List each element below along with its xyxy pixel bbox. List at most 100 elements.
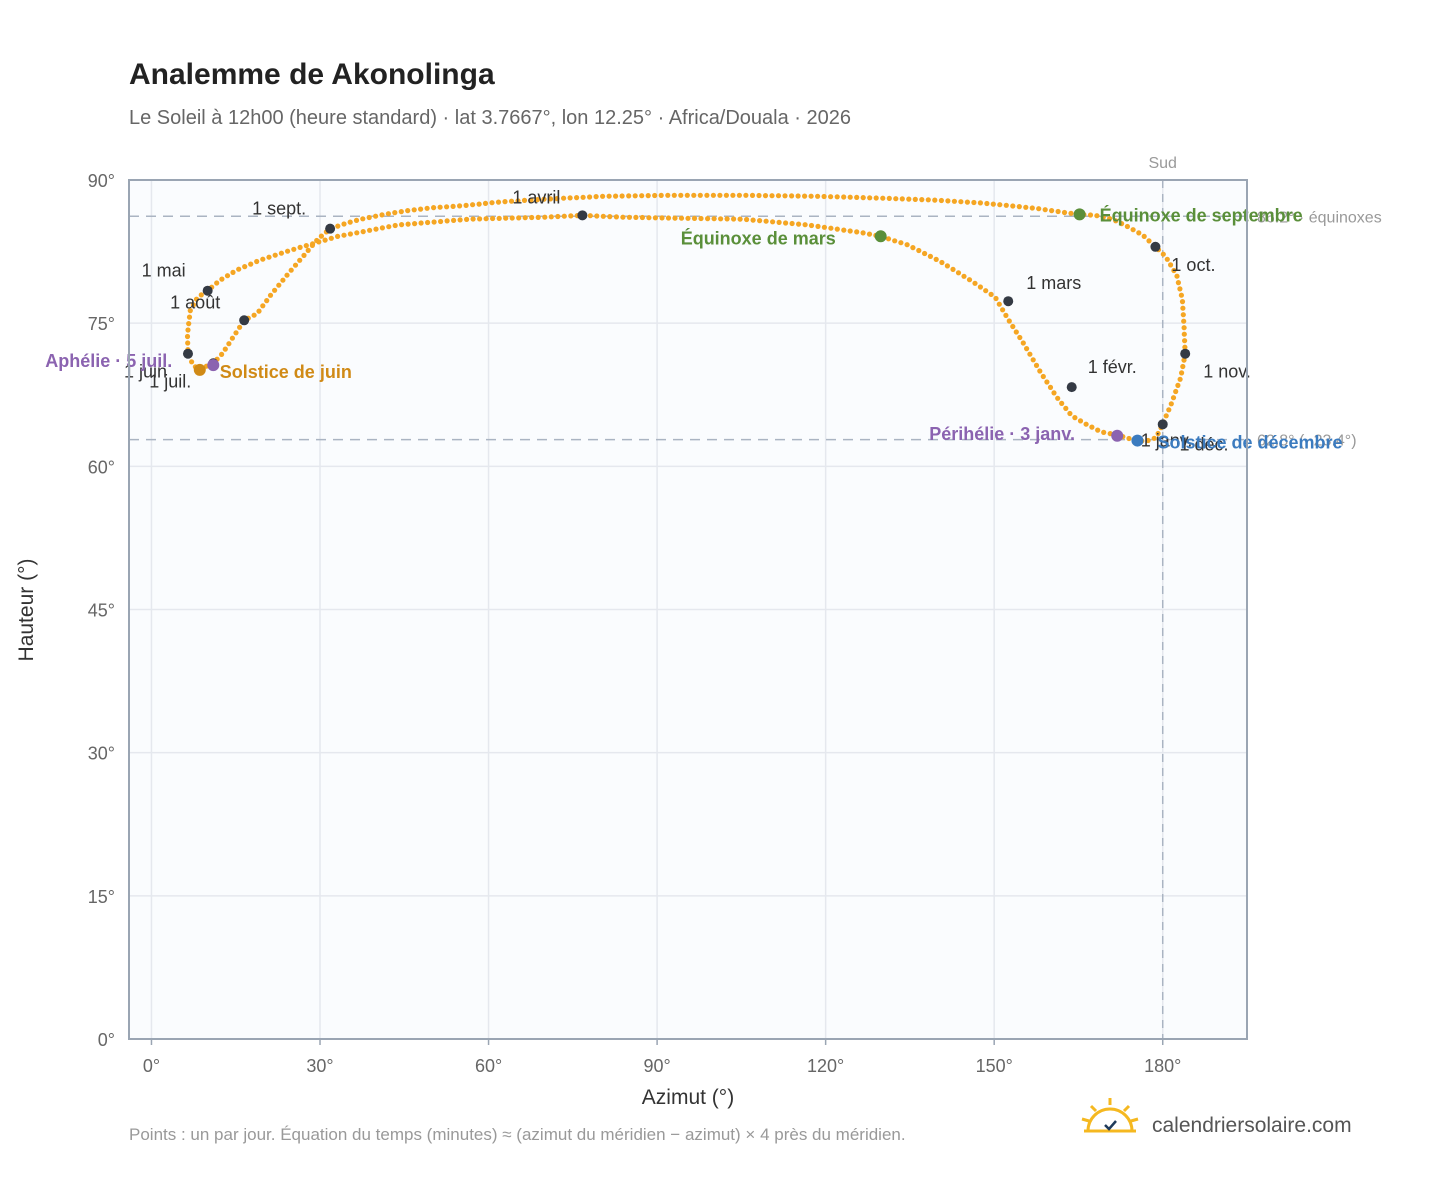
daily-point — [1174, 273, 1180, 279]
daily-point — [1160, 251, 1166, 257]
daily-point — [1061, 209, 1068, 216]
daily-point — [431, 205, 437, 211]
daily-point — [684, 192, 690, 198]
daily-point — [360, 229, 366, 235]
daily-point — [938, 197, 945, 204]
y-tick-label: 75° — [88, 314, 115, 334]
daily-point — [898, 240, 904, 246]
daily-point — [186, 314, 193, 320]
daily-point — [984, 200, 990, 207]
daily-point — [945, 198, 951, 204]
daily-point — [834, 194, 840, 200]
daily-point — [828, 225, 834, 231]
daily-point — [1010, 323, 1016, 330]
daily-point — [789, 220, 795, 227]
daily-point — [285, 248, 291, 254]
daily-point — [847, 194, 853, 200]
month-marker — [1150, 241, 1161, 252]
daily-point — [222, 346, 228, 352]
daily-point — [567, 195, 573, 201]
daily-point — [972, 280, 978, 286]
daily-point — [789, 193, 795, 199]
y-tick-label: 90° — [88, 171, 115, 191]
daily-point — [386, 224, 392, 230]
daily-point — [743, 192, 749, 198]
daily-point — [379, 225, 385, 231]
daily-point — [665, 192, 671, 198]
daily-point — [1013, 329, 1019, 335]
daily-point — [717, 192, 723, 198]
daily-point — [187, 308, 193, 314]
daily-point — [233, 330, 239, 336]
daily-point — [521, 197, 528, 203]
daily-point — [724, 216, 730, 222]
daily-point — [1055, 208, 1061, 215]
daily-point — [904, 242, 910, 248]
daily-point — [1166, 407, 1172, 413]
daily-point — [860, 230, 866, 236]
daily-point — [385, 211, 391, 217]
daily-point — [646, 215, 652, 221]
daily-point — [305, 247, 311, 253]
daily-point — [236, 266, 242, 272]
month-marker — [239, 315, 250, 326]
daily-point — [587, 213, 593, 219]
daily-point — [1016, 204, 1022, 210]
daily-point — [737, 216, 743, 222]
daily-point — [1179, 370, 1185, 376]
daily-point — [1089, 424, 1095, 430]
daily-point — [367, 227, 373, 233]
daily-point — [927, 253, 934, 259]
daily-point — [508, 198, 515, 204]
chart-subtitle: Le Soleil à 12h00 (heure standard) · lat… — [129, 107, 851, 129]
daily-point — [451, 217, 457, 223]
daily-point — [541, 196, 547, 202]
daily-point — [1040, 373, 1046, 380]
daily-point — [1181, 325, 1187, 331]
daily-point — [379, 212, 385, 218]
daily-point — [933, 256, 939, 262]
daily-point — [190, 302, 196, 308]
daily-point — [645, 193, 651, 199]
daily-point — [704, 192, 710, 198]
daily-point — [802, 193, 808, 199]
daily-point — [983, 288, 989, 294]
daily-point — [671, 192, 677, 198]
daily-point — [555, 213, 561, 220]
daily-point — [988, 291, 994, 297]
daily-point — [1163, 413, 1169, 419]
daily-point — [297, 244, 303, 250]
daily-point — [184, 333, 191, 340]
daily-point — [470, 202, 476, 208]
event-label: Aphélie · 5 juil. — [45, 351, 172, 371]
daily-point — [620, 214, 626, 220]
daily-point — [267, 292, 274, 298]
daily-point — [1068, 210, 1074, 216]
y-axis-title: Hauteur (°) — [15, 559, 38, 662]
daily-point — [522, 215, 528, 221]
daily-point — [1145, 437, 1151, 444]
daily-point — [328, 235, 334, 241]
month-label: 1 mars — [1026, 273, 1081, 293]
daily-point — [248, 261, 254, 267]
daily-point — [554, 196, 560, 202]
daily-point — [256, 308, 262, 314]
daily-point — [1170, 395, 1177, 401]
event-label: Solstice de décembre — [1157, 433, 1342, 453]
daily-point — [919, 197, 925, 203]
daily-point — [749, 192, 756, 198]
daily-point — [1175, 280, 1181, 286]
daily-point — [502, 199, 508, 205]
daily-point — [264, 298, 270, 304]
daily-point — [1067, 410, 1073, 417]
daily-point — [1030, 357, 1036, 363]
x-tick-label: 120° — [807, 1056, 844, 1076]
daily-point — [292, 262, 299, 268]
plot-area: 0° 15° 30° 45° 60° 75° 90° 0° 30° 60° 90° 120° 150° 1… — [45, 155, 1381, 1076]
daily-point — [910, 245, 916, 251]
daily-point — [944, 263, 951, 269]
brand-logo: calendriersolaire.com — [1081, 1098, 1352, 1137]
daily-point — [278, 250, 284, 256]
daily-point — [457, 217, 463, 223]
daily-point — [1100, 214, 1106, 220]
